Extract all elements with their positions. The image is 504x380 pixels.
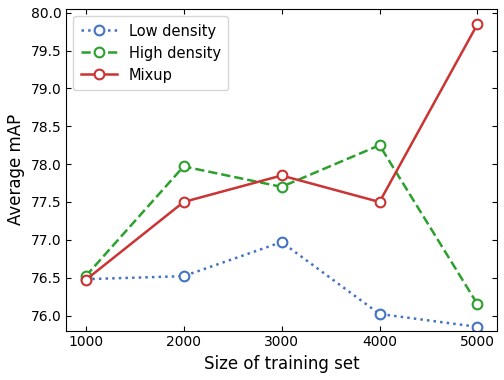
Low density — [376, 312, 383, 316]
Line: Low density: Low density — [81, 237, 482, 332]
High density — [474, 302, 480, 306]
Y-axis label: Average mAP: Average mAP — [7, 114, 25, 225]
High density — [180, 164, 186, 169]
Mixup — [474, 22, 480, 27]
Low density — [474, 325, 480, 329]
High density — [279, 185, 285, 189]
High density — [83, 274, 89, 279]
Legend: Low density, High density, Mixup: Low density, High density, Mixup — [74, 16, 228, 90]
Line: High density: High density — [81, 140, 482, 309]
Low density — [279, 240, 285, 244]
Low density — [83, 277, 89, 282]
X-axis label: Size of training set: Size of training set — [204, 355, 359, 373]
Line: Mixup: Mixup — [81, 19, 482, 285]
Mixup — [180, 200, 186, 204]
High density — [376, 143, 383, 147]
Mixup — [83, 278, 89, 282]
Mixup — [279, 173, 285, 178]
Mixup — [376, 200, 383, 204]
Low density — [180, 274, 186, 279]
